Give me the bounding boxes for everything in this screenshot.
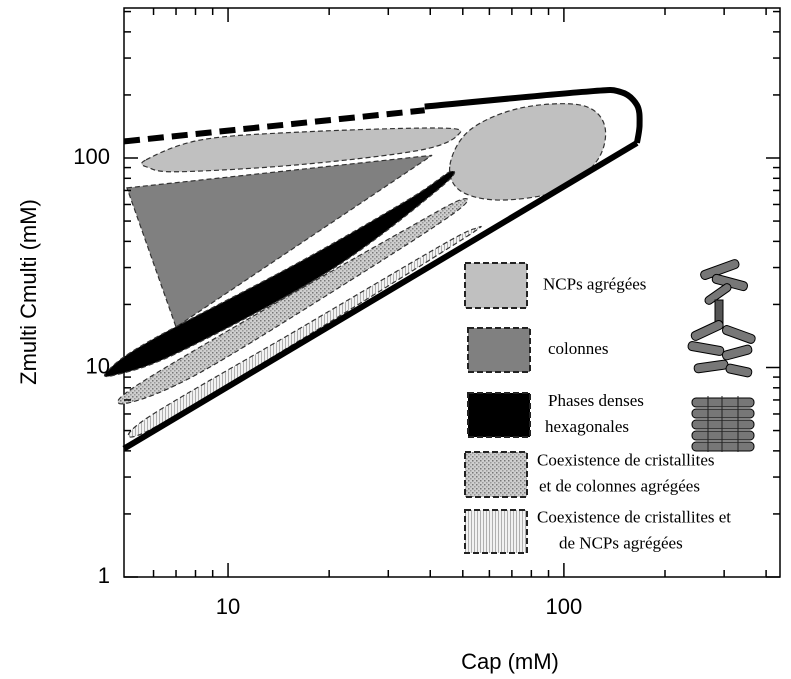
nucleosome-illustration [687,259,756,452]
y-tick-label: 1 [98,563,110,588]
legend-swatch [464,451,528,498]
legend-swatch [467,327,531,373]
phase-region [140,127,462,173]
phase-boundary [424,87,643,144]
phase-region [103,170,456,378]
legend-label: colonnes [548,339,608,358]
phase-region [126,154,433,328]
phase-region [127,225,482,438]
legend-label: Coexistence de cristallites et [537,507,731,526]
legend-label: Phases denses [548,391,644,410]
legend-label: Coexistence de cristallites [537,450,715,469]
legend-swatch [467,392,531,438]
legend: NCPs agrégées colonnes Phases denses hexago… [464,262,731,554]
y-tick-label: 100 [73,144,110,169]
phase-region [448,103,607,201]
phase-boundary [123,107,425,145]
phase-region [117,198,469,405]
x-axis-label: Cap (mM) [461,649,559,674]
legend-label: hexagonales [545,417,629,436]
y-axis-label: Zmulti Cmulti (mM) [16,199,41,385]
y-tick-label: 10 [86,353,110,378]
legend-label: de NCPs agrégées [559,533,683,552]
ticks: 10 100 1 10 100 [73,8,780,619]
legend-swatch [464,509,528,554]
legend-swatch [464,262,528,309]
phase-boundary [122,140,639,452]
x-tick-label: 100 [546,594,583,619]
legend-label: et de colonnes agrégées [539,476,700,495]
legend-label: NCPs agrégées [543,274,646,293]
x-tick-label: 10 [216,594,240,619]
regions [103,87,643,452]
